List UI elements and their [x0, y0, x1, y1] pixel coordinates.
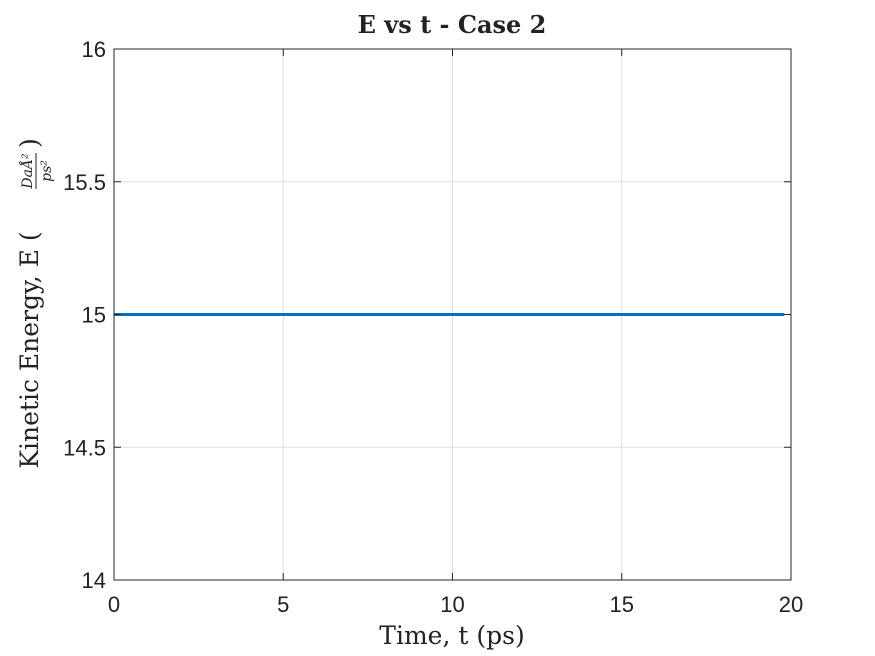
- y-axis-label-prefix: Kinetic Energy, E (: [15, 231, 44, 468]
- ticks: [113, 48, 792, 581]
- y-tick-label: 14.5: [63, 435, 106, 460]
- y-axis-label-denominator: ps²: [39, 160, 55, 182]
- y-tick-label: 15: [82, 303, 106, 328]
- x-tick-label: 5: [277, 592, 289, 617]
- x-tick-label: 15: [610, 592, 634, 617]
- x-axis-label: Time, t (ps): [379, 621, 524, 650]
- x-tick-label: 10: [440, 592, 464, 617]
- x-tick-labels: 0 5 10 15 20: [108, 592, 803, 617]
- y-tick-label: 14: [82, 568, 106, 593]
- y-tick-label: 16: [82, 37, 106, 62]
- y-axis-label-suffix: ): [15, 138, 44, 148]
- y-axis-label: Kinetic Energy, E ( DaÅ² ps² ): [15, 138, 55, 469]
- x-tick-label: 0: [108, 592, 120, 617]
- y-tick-label: 15.5: [63, 170, 106, 195]
- y-tick-labels: 14 14.5 15 15.5 16: [63, 37, 106, 593]
- y-axis-label-numerator: DaÅ²: [18, 153, 36, 190]
- x-tick-label: 20: [779, 592, 803, 617]
- chart-title: E vs t - Case 2: [358, 10, 547, 39]
